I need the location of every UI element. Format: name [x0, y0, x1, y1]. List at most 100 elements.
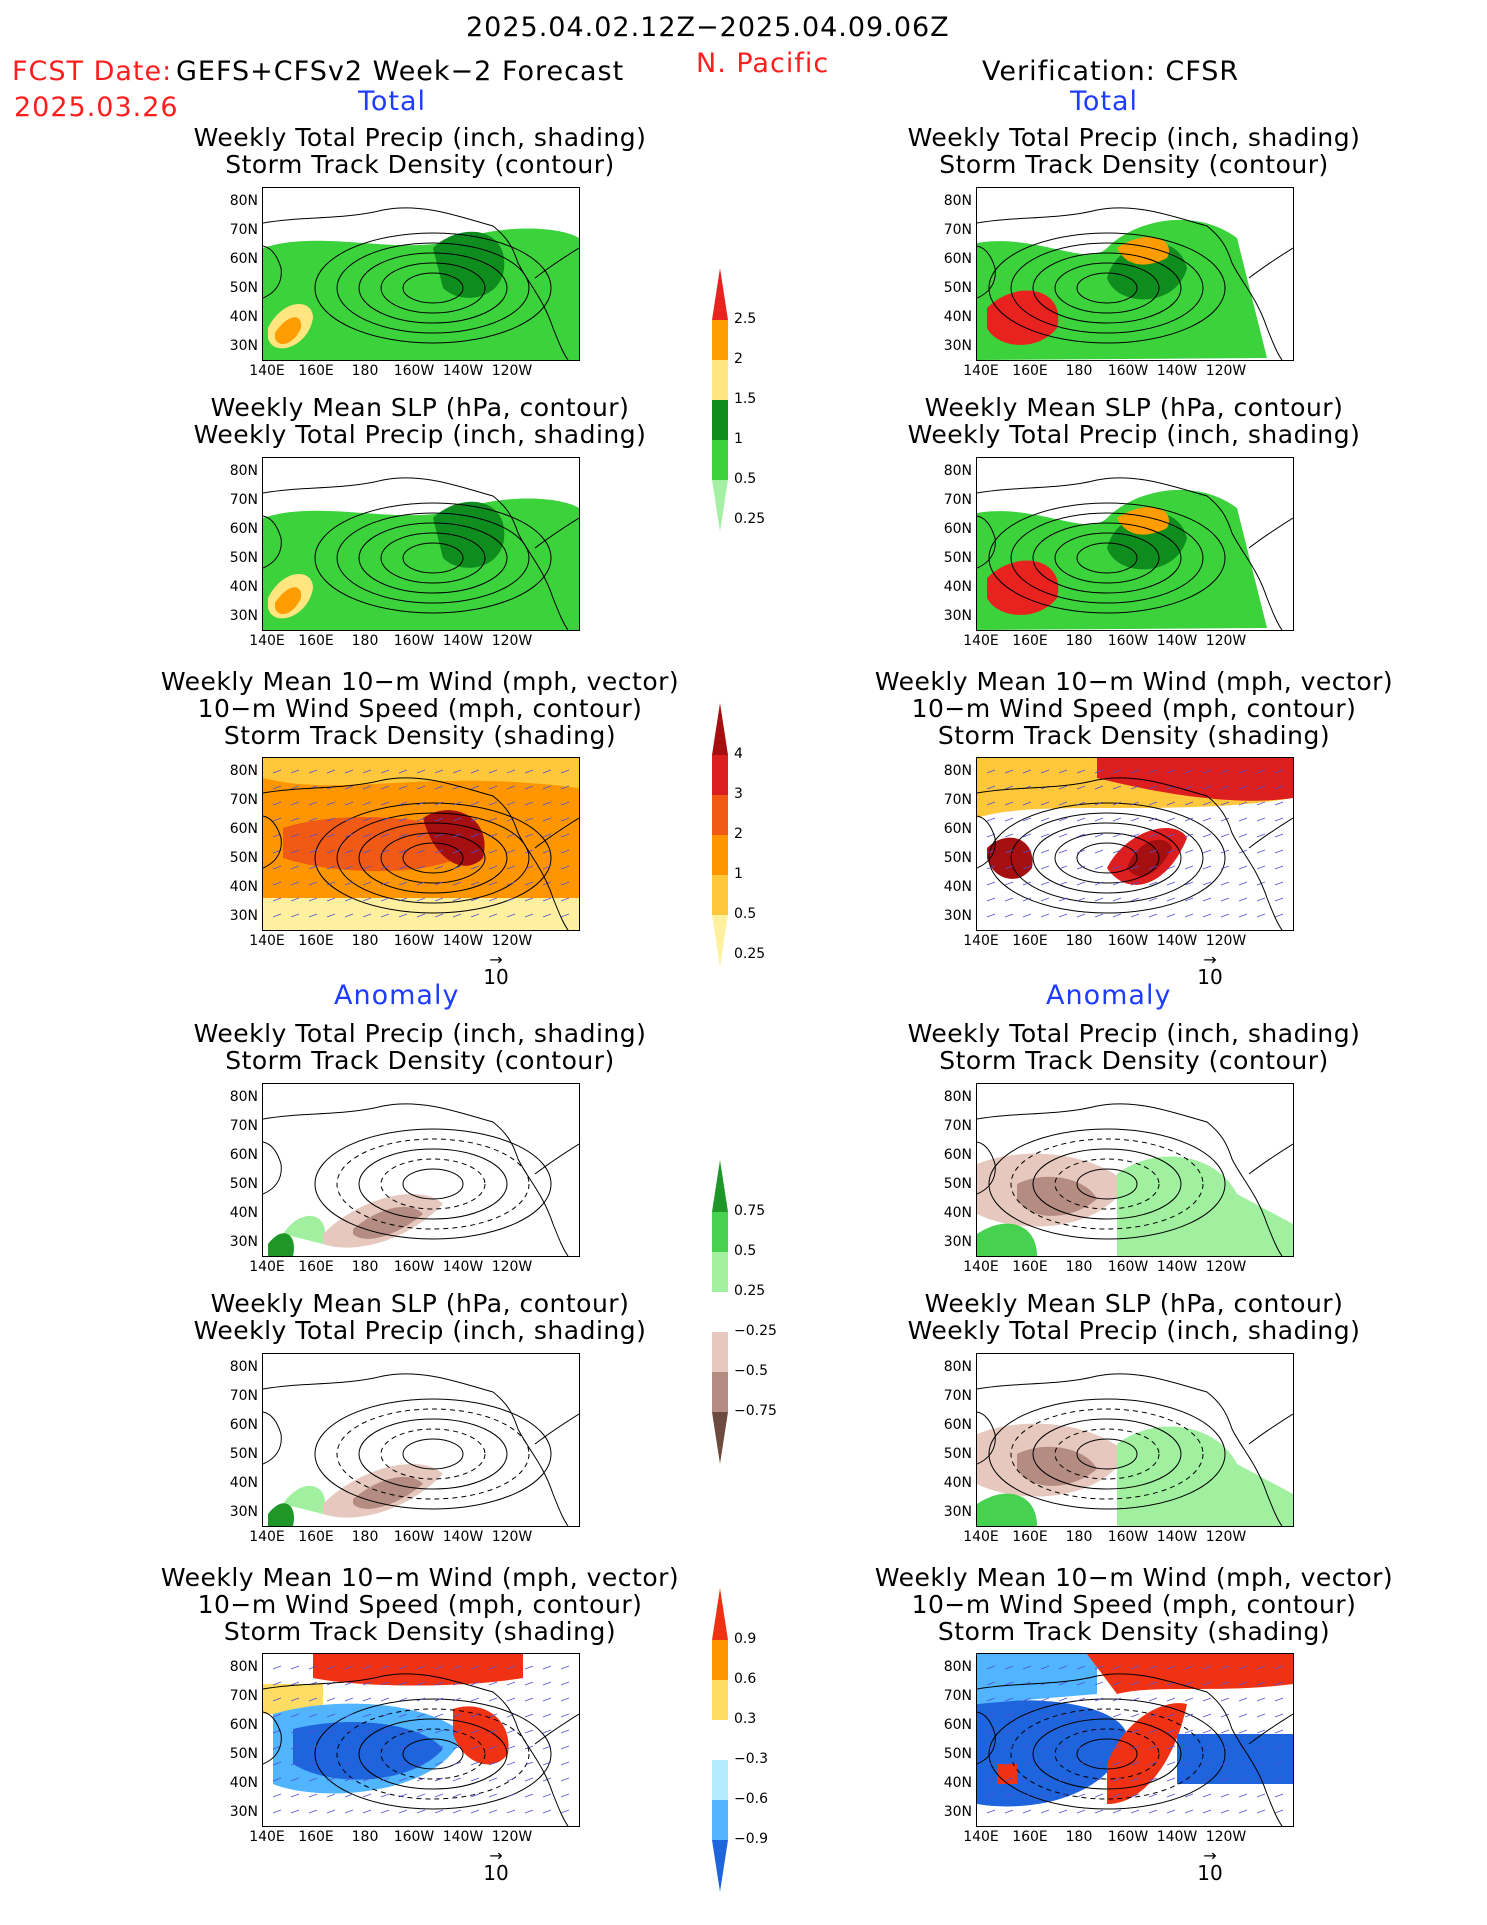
wind-vector: [290, 1665, 300, 1670]
wind-vector: [1130, 785, 1140, 790]
wind-vector: [1220, 849, 1230, 854]
colorbar-label: −0.9: [734, 1831, 768, 1847]
wind-vector: [1004, 1745, 1014, 1750]
wind-vector: [1274, 849, 1284, 854]
wind-vector: [1040, 865, 1050, 870]
wind-vector: [986, 769, 996, 774]
contour-line: [314, 1398, 552, 1510]
lon-label: 160E: [298, 633, 334, 649]
wind-vector: [452, 1745, 462, 1750]
lat-label: 70N: [229, 792, 258, 808]
wind-vector: [1256, 769, 1266, 774]
colorbar-label: −0.3: [734, 1751, 768, 1767]
coastline: [263, 1673, 579, 1826]
wind-vector: [308, 913, 318, 918]
fcst-anom-precip-track-map: [262, 1083, 580, 1257]
wind-vector: [470, 769, 480, 774]
wind-vector: [398, 1777, 408, 1782]
coastline: [263, 1103, 579, 1256]
wind-vector: [362, 785, 372, 790]
wind-vector: [1040, 833, 1050, 838]
wind-vector: [506, 913, 516, 918]
wind-vector: [326, 897, 336, 902]
wind-vector: [1022, 865, 1032, 870]
lon-label: 180: [351, 1259, 379, 1275]
lon-label: 140E: [963, 1259, 999, 1275]
wind-vector: [308, 1745, 318, 1750]
wind-vector: [362, 801, 372, 806]
vector-ref-value: 10: [1197, 965, 1223, 989]
wind-vector: [416, 881, 426, 886]
cfsr-total-wind-track-map: [976, 757, 1294, 931]
wind-vector: [1202, 817, 1212, 822]
contour-line: [336, 242, 530, 334]
wind-vector: [326, 865, 336, 870]
wind-vector: [1004, 1761, 1014, 1766]
contour-line: [1010, 1138, 1204, 1230]
shading-region: [423, 810, 485, 866]
wind-vector: [560, 1697, 570, 1702]
wind-vector: [560, 865, 570, 870]
contour-line: [1076, 1438, 1138, 1470]
vector-ref-arrow: →: [489, 950, 503, 969]
wind-vector: [1112, 1713, 1122, 1718]
wind-vector: [506, 1809, 516, 1814]
colorbar-label: 0.5: [734, 471, 757, 487]
lat-label: 60N: [943, 251, 972, 267]
wind-vector: [1058, 1809, 1068, 1814]
lon-label: 140E: [249, 633, 285, 649]
lon-label: 120W: [491, 933, 533, 949]
shading-region: [263, 898, 579, 930]
wind-vector: [524, 865, 534, 870]
coastline: [263, 1373, 579, 1526]
wind-vector: [380, 1793, 390, 1798]
wind-vector: [290, 833, 300, 838]
contour-line: [1054, 262, 1160, 314]
wind-vector: [1184, 881, 1194, 886]
wind-vector: [1184, 1729, 1194, 1734]
lon-label: 160E: [1012, 363, 1048, 379]
wind-vector: [434, 1745, 444, 1750]
wind-vector: [344, 897, 354, 902]
lon-label: 140E: [249, 1829, 285, 1845]
lat-label: 30N: [943, 1804, 972, 1820]
lon-label: 160W: [393, 1829, 435, 1845]
wind-vector: [1112, 817, 1122, 822]
wind-vector: [1022, 1809, 1032, 1814]
wind-vector: [506, 881, 516, 886]
wind-vector: [416, 769, 426, 774]
wind-vector: [1274, 769, 1284, 774]
lon-label: 180: [351, 633, 379, 649]
wind-vector: [290, 865, 300, 870]
wind-vector: [1004, 913, 1014, 918]
wind-vector: [1148, 833, 1158, 838]
cfsr-total-precip-track-title-line: Weekly Total Precip (inch, shading): [907, 123, 1361, 152]
lat-label: 30N: [229, 1234, 258, 1250]
wind-vector: [416, 1809, 426, 1814]
cfsr-anom-precip-track-title-line: Storm Track Density (contour): [939, 1046, 1329, 1075]
wind-vector: [470, 817, 480, 822]
wind-vector: [1238, 1793, 1248, 1798]
wind-vector: [1166, 817, 1176, 822]
fcst-total-precip-track-title-line: Weekly Total Precip (inch, shading): [193, 123, 647, 152]
lon-label: 140E: [963, 1829, 999, 1845]
wind-vector: [344, 1713, 354, 1718]
wind-vector: [308, 849, 318, 854]
contour-line: [1076, 1738, 1138, 1770]
wind-vector: [470, 1665, 480, 1670]
lat-label: 70N: [229, 1388, 258, 1404]
wind-vector: [1184, 1681, 1194, 1686]
contour-line: [358, 252, 508, 324]
wind-vector: [560, 1745, 570, 1750]
wind-vector: [524, 1729, 534, 1734]
colorbar-label: 0.5: [734, 1243, 757, 1259]
wind-vector: [1220, 1745, 1230, 1750]
wind-vector: [1058, 913, 1068, 918]
wind-vector: [1220, 1681, 1230, 1686]
wind-vector: [1022, 913, 1032, 918]
vector-ref-value: 10: [483, 965, 509, 989]
colorbar-label: −0.5: [734, 1363, 768, 1379]
fcst-total-wind-track-title-line: Storm Track Density (shading): [223, 721, 617, 750]
lon-label: 120W: [1205, 363, 1247, 379]
lon-label: 180: [351, 1829, 379, 1845]
